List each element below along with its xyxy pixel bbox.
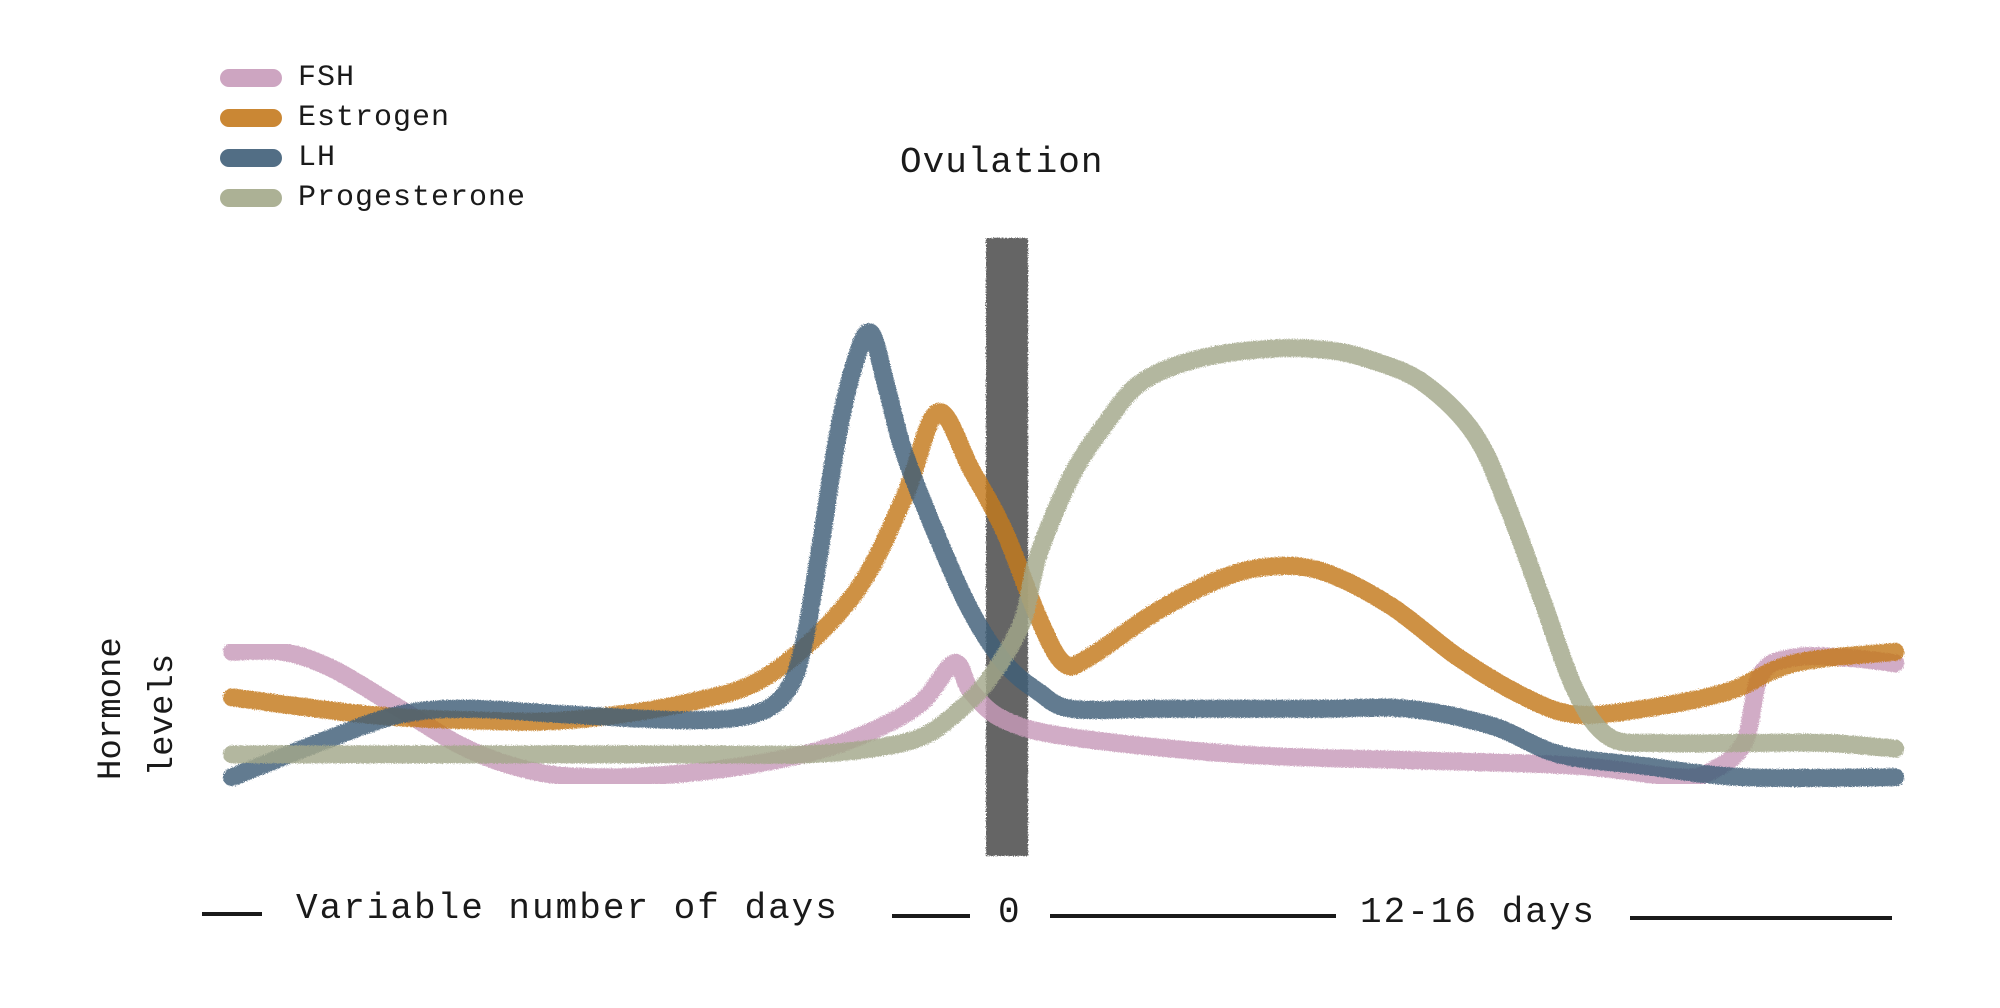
legend: FSH Estrogen LH Progesterone: [220, 58, 526, 218]
legend-item-fsh: FSH: [220, 58, 526, 98]
legend-item-lh: LH: [220, 138, 526, 178]
series-line-estrogen: [223, 403, 1905, 731]
x-label-12-16-days: 12-16 days: [1360, 892, 1597, 933]
y-axis-label: Hormone levels: [86, 637, 190, 780]
x-label-zero: 0: [998, 892, 1022, 933]
y-axis-label-line2: levels: [145, 653, 183, 777]
legend-item-progesterone: Progesterone: [220, 178, 526, 218]
legend-swatch-fsh: [220, 69, 282, 87]
legend-label-fsh: FSH: [298, 61, 356, 95]
x-axis-lines: [202, 912, 1892, 920]
legend-label-progesterone: Progesterone: [298, 181, 527, 215]
x-label-variable-days: Variable number of days: [296, 888, 839, 929]
legend-swatch-lh: [220, 149, 282, 167]
series-line-progesterone: [223, 339, 1905, 764]
legend-item-estrogen: Estrogen: [220, 98, 526, 138]
legend-swatch-progesterone: [220, 189, 282, 207]
ovulation-label: Ovulation: [900, 142, 1104, 183]
legend-swatch-estrogen: [220, 109, 282, 127]
series-line-lh: [223, 323, 1905, 788]
legend-label-estrogen: Estrogen: [298, 101, 451, 135]
legend-label-lh: LH: [298, 141, 337, 175]
series-layer: [223, 323, 1905, 788]
y-axis-label-line1: Hormone: [93, 637, 131, 780]
